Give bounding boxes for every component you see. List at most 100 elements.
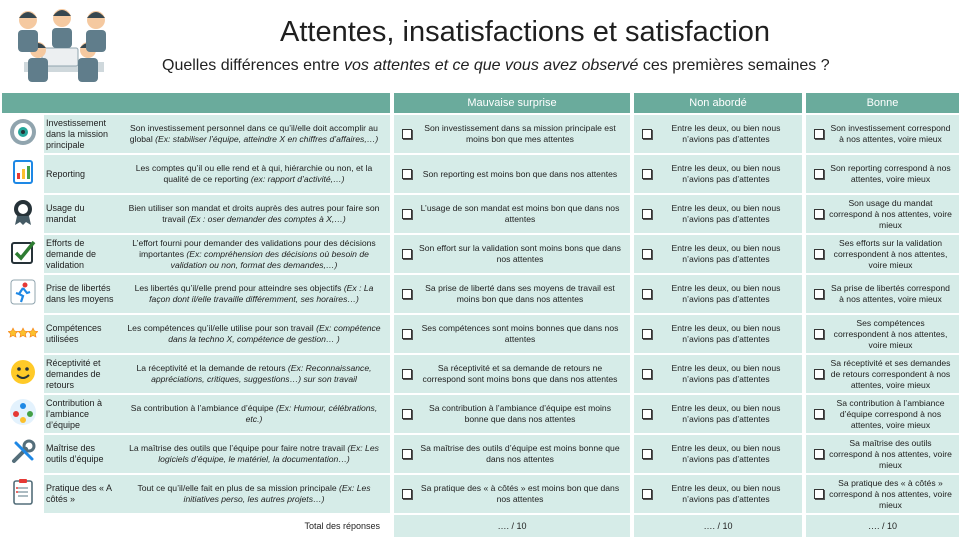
option-checkbox[interactable] [814, 329, 824, 339]
option-text: Sa réceptivité et ses demandes de retour… [830, 357, 951, 390]
option-bonne[interactable]: Son reporting correspond à nos attentes,… [806, 155, 959, 193]
row-icon [2, 235, 44, 273]
option-non-aborde[interactable]: Entre les deux, ou bien nous n’avions pa… [634, 155, 802, 193]
option-bonne[interactable]: Sa prise de libertés correspond à nos at… [806, 275, 959, 313]
option-checkbox[interactable] [642, 329, 652, 339]
option-text: Entre les deux, ou bien nous n’avions pa… [671, 203, 781, 224]
description-example: (Ex: Les logiciels d’équipe, le matériel… [158, 443, 379, 464]
subtitle-after: ces premières semaines ? [638, 57, 830, 74]
option-checkbox[interactable] [814, 489, 824, 499]
table-row: Usage du mandat Bien utiliser son mandat… [2, 195, 959, 233]
option-bonne[interactable]: Sa pratique des « à côtés » correspond à… [806, 475, 959, 513]
option-text: Entre les deux, ou bien nous n’avions pa… [671, 163, 781, 184]
option-checkbox[interactable] [402, 329, 412, 339]
option-checkbox[interactable] [642, 129, 652, 139]
option-text: Son reporting est moins bon que dans nos… [422, 168, 618, 179]
option-checkbox[interactable] [814, 209, 824, 219]
option-checkbox[interactable] [814, 369, 824, 379]
option-text: Sa pratique des « à côtés » correspond à… [829, 477, 952, 510]
tools-icon [12, 439, 36, 463]
option-checkbox[interactable] [814, 409, 824, 419]
option-checkbox[interactable] [402, 489, 412, 499]
description-example: (Ex: Reconnaissance, appréciations, crit… [151, 363, 372, 384]
option-text: Entre les deux, ou bien nous n’avions pa… [671, 243, 781, 264]
option-checkbox[interactable] [642, 369, 652, 379]
option-mauvaise-surprise[interactable]: Sa pratique des « à côtés » est moins bo… [394, 475, 630, 513]
option-bonne[interactable]: Sa réceptivité et ses demandes de retour… [806, 355, 959, 393]
option-text: Entre les deux, ou bien nous n’avions pa… [671, 363, 781, 384]
description-example: (Ex: stabiliser l’équipe, atteindre X en… [155, 134, 379, 144]
option-mauvaise-surprise[interactable]: Sa maîtrise des outils d’équipe est moin… [394, 435, 630, 473]
description-text: L’effort fourni pour demander des valida… [132, 237, 376, 259]
option-checkbox[interactable] [402, 129, 412, 139]
option-mauvaise-surprise[interactable]: Sa contribution à l’ambiance d’équipe es… [394, 395, 630, 433]
option-checkbox[interactable] [642, 449, 652, 459]
option-bonne[interactable]: Son investissement correspond à nos atte… [806, 115, 959, 153]
option-mauvaise-surprise[interactable]: Son reporting est moins bon que dans nos… [394, 155, 630, 193]
header-blank-label [44, 93, 118, 113]
option-non-aborde[interactable]: Entre les deux, ou bien nous n’avions pa… [634, 115, 802, 153]
description-text: Les comptes qu’il ou elle rend et à qui,… [135, 163, 373, 184]
option-checkbox[interactable] [642, 169, 652, 179]
option-non-aborde[interactable]: Entre les deux, ou bien nous n’avions pa… [634, 475, 802, 513]
option-checkbox[interactable] [402, 289, 412, 299]
option-bonne[interactable]: Sa contribution à l’ambiance d’équipe co… [806, 395, 959, 433]
total-bad: …. / 10 [394, 515, 630, 537]
option-checkbox[interactable] [642, 249, 652, 259]
option-non-aborde[interactable]: Entre les deux, ou bien nous n’avions pa… [634, 395, 802, 433]
option-text: Sa contribution à l’ambiance d’équipe es… [428, 403, 611, 424]
option-non-aborde[interactable]: Entre les deux, ou bien nous n’avions pa… [634, 235, 802, 273]
option-checkbox[interactable] [642, 409, 652, 419]
option-mauvaise-surprise[interactable]: Ses compétences sont moins bonnes que da… [394, 315, 630, 353]
total-good: …. / 10 [806, 515, 959, 537]
option-mauvaise-surprise[interactable]: Son effort sur la validation sont moins … [394, 235, 630, 273]
option-checkbox[interactable] [814, 129, 824, 139]
table-row: Maîtrise des outils d’équipe La maîtrise… [2, 435, 959, 473]
option-non-aborde[interactable]: Entre les deux, ou bien nous n’avions pa… [634, 275, 802, 313]
feedback-icon [11, 359, 35, 384]
option-non-aborde[interactable]: Entre les deux, ou bien nous n’avions pa… [634, 315, 802, 353]
option-mauvaise-surprise[interactable]: L’usage de son mandat est moins bon que … [394, 195, 630, 233]
option-text: Son investissement correspond à nos atte… [830, 123, 951, 144]
option-checkbox[interactable] [814, 449, 824, 459]
option-checkbox[interactable] [402, 169, 412, 179]
description-example: (Ex: Les initiatives perso, les autres p… [183, 483, 371, 504]
row-icon [2, 195, 44, 233]
option-checkbox[interactable] [642, 289, 652, 299]
table-row: Efforts de demande de validation L’effor… [2, 235, 959, 273]
option-mauvaise-surprise[interactable]: Son investissement dans sa mission princ… [394, 115, 630, 153]
team-icon [10, 398, 36, 425]
option-text: Sa prise de liberté dans ses moyens de t… [425, 283, 615, 304]
clipboard-icon [13, 478, 33, 505]
option-text: Entre les deux, ou bien nous n’avions pa… [671, 283, 781, 304]
page-title: Attentes, insatisfactions et satisfactio… [280, 16, 771, 48]
option-mauvaise-surprise[interactable]: Sa réceptivité et sa demande de retours … [394, 355, 630, 393]
description-example: (ex: rapport d’activité,…) [250, 174, 345, 184]
option-bonne[interactable]: Son usage du mandat correspond à nos att… [806, 195, 959, 233]
row-description: Les compétences qu’il/elle utilise pour … [118, 315, 390, 353]
option-non-aborde[interactable]: Entre les deux, ou bien nous n’avions pa… [634, 435, 802, 473]
option-non-aborde[interactable]: Entre les deux, ou bien nous n’avions pa… [634, 195, 802, 233]
description-text: Sa contribution à l’ambiance d’équipe [130, 403, 274, 413]
option-bonne[interactable]: Sa maîtrise des outils correspond à nos … [806, 435, 959, 473]
option-checkbox[interactable] [814, 249, 824, 259]
option-checkbox[interactable] [402, 249, 412, 259]
option-checkbox[interactable] [642, 489, 652, 499]
option-text: Sa pratique des « à côtés » est moins bo… [420, 483, 620, 504]
description-example: (Ex : oser demander des comptes à X,…) [187, 214, 346, 224]
option-checkbox[interactable] [814, 169, 824, 179]
option-bonne[interactable]: Ses efforts sur la validation correspond… [806, 235, 959, 273]
option-text: Sa prise de libertés correspond à nos at… [831, 283, 950, 304]
option-non-aborde[interactable]: Entre les deux, ou bien nous n’avions pa… [634, 355, 802, 393]
option-checkbox[interactable] [402, 369, 412, 379]
option-checkbox[interactable] [642, 209, 652, 219]
option-text: Sa contribution à l’ambiance d’équipe co… [836, 397, 945, 430]
option-checkbox[interactable] [402, 409, 412, 419]
option-checkbox[interactable] [814, 289, 824, 299]
option-checkbox[interactable] [402, 209, 412, 219]
option-bonne[interactable]: Ses compétences correspondent à nos atte… [806, 315, 959, 353]
option-text: Entre les deux, ou bien nous n’avions pa… [671, 483, 781, 504]
option-mauvaise-surprise[interactable]: Sa prise de liberté dans ses moyens de t… [394, 275, 630, 313]
option-checkbox[interactable] [402, 449, 412, 459]
checkbox-icon [11, 240, 36, 264]
